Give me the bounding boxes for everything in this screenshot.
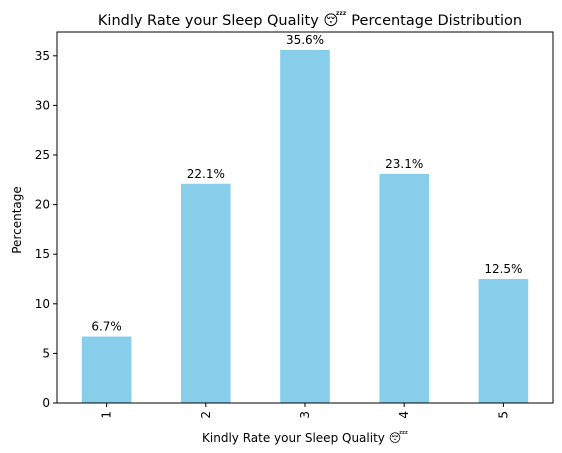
y-tick-label: 30: [35, 98, 50, 112]
plot-frame: [56, 31, 554, 404]
y-tick-label: 25: [35, 148, 50, 162]
x-tick-label: 2: [199, 411, 213, 419]
x-tick-label: 5: [496, 411, 510, 419]
data-label-2: 22.1%: [187, 167, 225, 181]
y-tick-label: 20: [35, 198, 50, 212]
bar-5: [478, 279, 529, 403]
y-tick-label: 5: [42, 346, 50, 360]
bars-group: 6.7% 22.1% 35.6% 23.1% 12.5%: [81, 33, 529, 403]
bar-4: [379, 173, 429, 403]
bar-2: [181, 183, 231, 403]
x-tick-label: 4: [397, 411, 411, 419]
x-tick-label: 3: [298, 411, 312, 419]
y-tick-label: 15: [35, 247, 50, 261]
x-axis: 1 2 3 4 5: [100, 403, 510, 419]
y-axis-label: Percentage: [10, 186, 24, 254]
data-label-1: 6.7%: [91, 320, 122, 334]
chart-title: Kindly Rate your Sleep Quality 😴 Percent…: [98, 11, 522, 29]
x-tick-label: 1: [100, 411, 114, 419]
y-tick-label: 10: [35, 297, 50, 311]
y-tick-label: 0: [42, 396, 50, 410]
data-label-4: 23.1%: [385, 157, 423, 171]
data-label-3: 35.6%: [286, 33, 324, 47]
data-label-5: 12.5%: [484, 262, 522, 276]
y-tick-label: 35: [35, 49, 50, 63]
y-axis: 0 5 10 15 20 25 30 35: [35, 49, 57, 410]
x-axis-label: Kindly Rate your Sleep Quality 😴: [202, 431, 408, 445]
bar-1: [81, 336, 132, 403]
bar-3: [280, 49, 330, 403]
